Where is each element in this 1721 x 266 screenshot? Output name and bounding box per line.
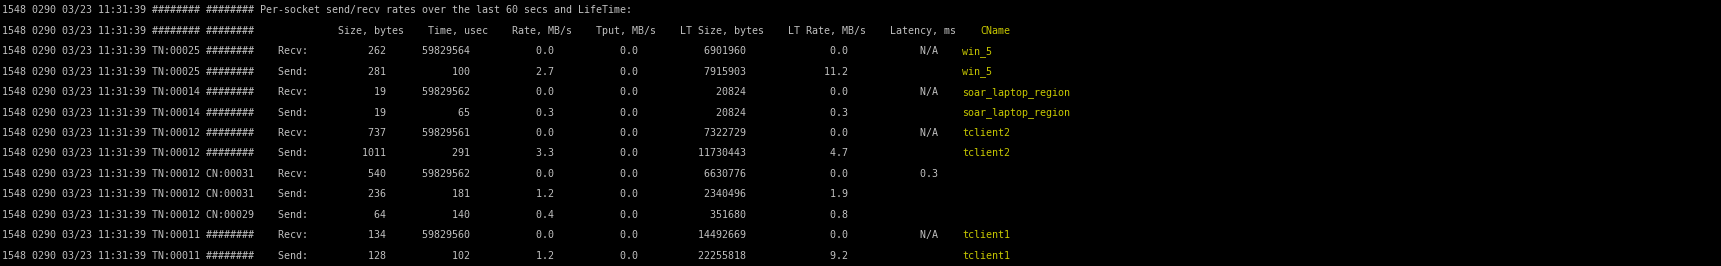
Text: 1548 0290 03/23 11:31:39 TN:00011 ########    Send:          128           102  : 1548 0290 03/23 11:31:39 TN:00011 ######… [2,251,962,261]
Text: 1548 0290 03/23 11:31:39 TN:00014 ########    Send:           19            65  : 1548 0290 03/23 11:31:39 TN:00014 ######… [2,107,1070,118]
Text: 1548 0290 03/23 11:31:39 TN:00014 ########    Recv:           19      59829562  : 1548 0290 03/23 11:31:39 TN:00014 ######… [2,87,962,97]
Text: tclient1: tclient1 [962,251,1010,261]
Text: 1548 0290 03/23 11:31:39 TN:00025 ########    Recv:          262      59829564  : 1548 0290 03/23 11:31:39 TN:00025 ######… [2,46,991,57]
Text: 1548 0290 03/23 11:31:39 TN:00025 ########    Send:          281           100  : 1548 0290 03/23 11:31:39 TN:00025 ######… [2,66,962,77]
Text: 1548 0290 03/23 11:31:39 TN:00012 CN:00031    Send:          236           181  : 1548 0290 03/23 11:31:39 TN:00012 CN:000… [2,189,848,200]
Text: tclient2: tclient2 [962,128,1010,138]
Text: 1548 0290 03/23 11:31:39 ######## ########              Size, bytes    Time, use: 1548 0290 03/23 11:31:39 ######## ######… [2,26,979,36]
Text: win_5: win_5 [962,46,991,57]
Text: 1548 0290 03/23 11:31:39 TN:00012 CN:00029    Send:           64           140  : 1548 0290 03/23 11:31:39 TN:00012 CN:000… [2,210,848,220]
Text: 1548 0290 03/23 11:31:39 TN:00014 ########    Recv:           19      59829562  : 1548 0290 03/23 11:31:39 TN:00014 ######… [2,87,1070,98]
Text: 1548 0290 03/23 11:31:39 TN:00012 ########    Recv:          737      59829561  : 1548 0290 03/23 11:31:39 TN:00012 ######… [2,128,1010,138]
Text: 1548 0290 03/23 11:31:39 TN:00014 ########    Recv:           19      59829562  : 1548 0290 03/23 11:31:39 TN:00014 ######… [2,87,962,97]
Text: 1548 0290 03/23 11:31:39 TN:00012 ########    Send:         1011           291  : 1548 0290 03/23 11:31:39 TN:00012 ######… [2,148,1010,159]
Text: win_5: win_5 [962,66,991,77]
Text: 1548 0290 03/23 11:31:39 TN:00011 ########    Recv:          134      59829560  : 1548 0290 03/23 11:31:39 TN:00011 ######… [2,230,1010,240]
Text: 1548 0290 03/23 11:31:39 ######## ######## Per-socket send/recv rates over the l: 1548 0290 03/23 11:31:39 ######## ######… [2,5,632,15]
Text: tclient1: tclient1 [962,230,1010,240]
Text: 1548 0290 03/23 11:31:39 TN:00025 ########    Recv:          262      59829564  : 1548 0290 03/23 11:31:39 TN:00025 ######… [2,46,962,56]
Text: 1548 0290 03/23 11:31:39 TN:00012 ########    Recv:          737      59829561  : 1548 0290 03/23 11:31:39 TN:00012 ######… [2,128,962,138]
Text: 1548 0290 03/23 11:31:39 TN:00025 ########    Send:          281           100  : 1548 0290 03/23 11:31:39 TN:00025 ######… [2,66,962,77]
Text: 1548 0290 03/23 11:31:39 ######## ########              Size, bytes    Time, use: 1548 0290 03/23 11:31:39 ######## ######… [2,26,1010,36]
Text: 1548 0290 03/23 11:31:39 TN:00012 CN:00031    Recv:          540      59829562  : 1548 0290 03/23 11:31:39 TN:00012 CN:000… [2,169,938,179]
Text: 1548 0290 03/23 11:31:39 TN:00011 ########    Send:          128           102  : 1548 0290 03/23 11:31:39 TN:00011 ######… [2,251,1010,261]
Text: tclient2: tclient2 [962,148,1010,159]
Text: 1548 0290 03/23 11:31:39 TN:00025 ########    Send:          281           100  : 1548 0290 03/23 11:31:39 TN:00025 ######… [2,66,991,77]
Text: 1548 0290 03/23 11:31:39 TN:00011 ########    Recv:          134      59829560  : 1548 0290 03/23 11:31:39 TN:00011 ######… [2,230,962,240]
Text: 1548 0290 03/23 11:31:39 ######## ########              Size, bytes    Time, use: 1548 0290 03/23 11:31:39 ######## ######… [2,26,979,36]
Text: 1548 0290 03/23 11:31:39 TN:00012 ########    Recv:          737      59829561  : 1548 0290 03/23 11:31:39 TN:00012 ######… [2,128,962,138]
Text: 1548 0290 03/23 11:31:39 TN:00014 ########    Send:           19            65  : 1548 0290 03/23 11:31:39 TN:00014 ######… [2,107,962,118]
Text: 1548 0290 03/23 11:31:39 TN:00012 ########    Send:         1011           291  : 1548 0290 03/23 11:31:39 TN:00012 ######… [2,148,962,159]
Text: soar_laptop_region: soar_laptop_region [962,107,1070,118]
Text: CName: CName [979,26,1010,36]
Text: 1548 0290 03/23 11:31:39 TN:00011 ########    Send:          128           102  : 1548 0290 03/23 11:31:39 TN:00011 ######… [2,251,962,261]
Text: 1548 0290 03/23 11:31:39 TN:00012 ########    Send:         1011           291  : 1548 0290 03/23 11:31:39 TN:00012 ######… [2,148,962,159]
Text: soar_laptop_region: soar_laptop_region [962,87,1070,98]
Text: 1548 0290 03/23 11:31:39 TN:00025 ########    Recv:          262      59829564  : 1548 0290 03/23 11:31:39 TN:00025 ######… [2,46,962,56]
Text: 1548 0290 03/23 11:31:39 TN:00014 ########    Send:           19            65  : 1548 0290 03/23 11:31:39 TN:00014 ######… [2,107,962,118]
Text: 1548 0290 03/23 11:31:39 TN:00011 ########    Recv:          134      59829560  : 1548 0290 03/23 11:31:39 TN:00011 ######… [2,230,962,240]
